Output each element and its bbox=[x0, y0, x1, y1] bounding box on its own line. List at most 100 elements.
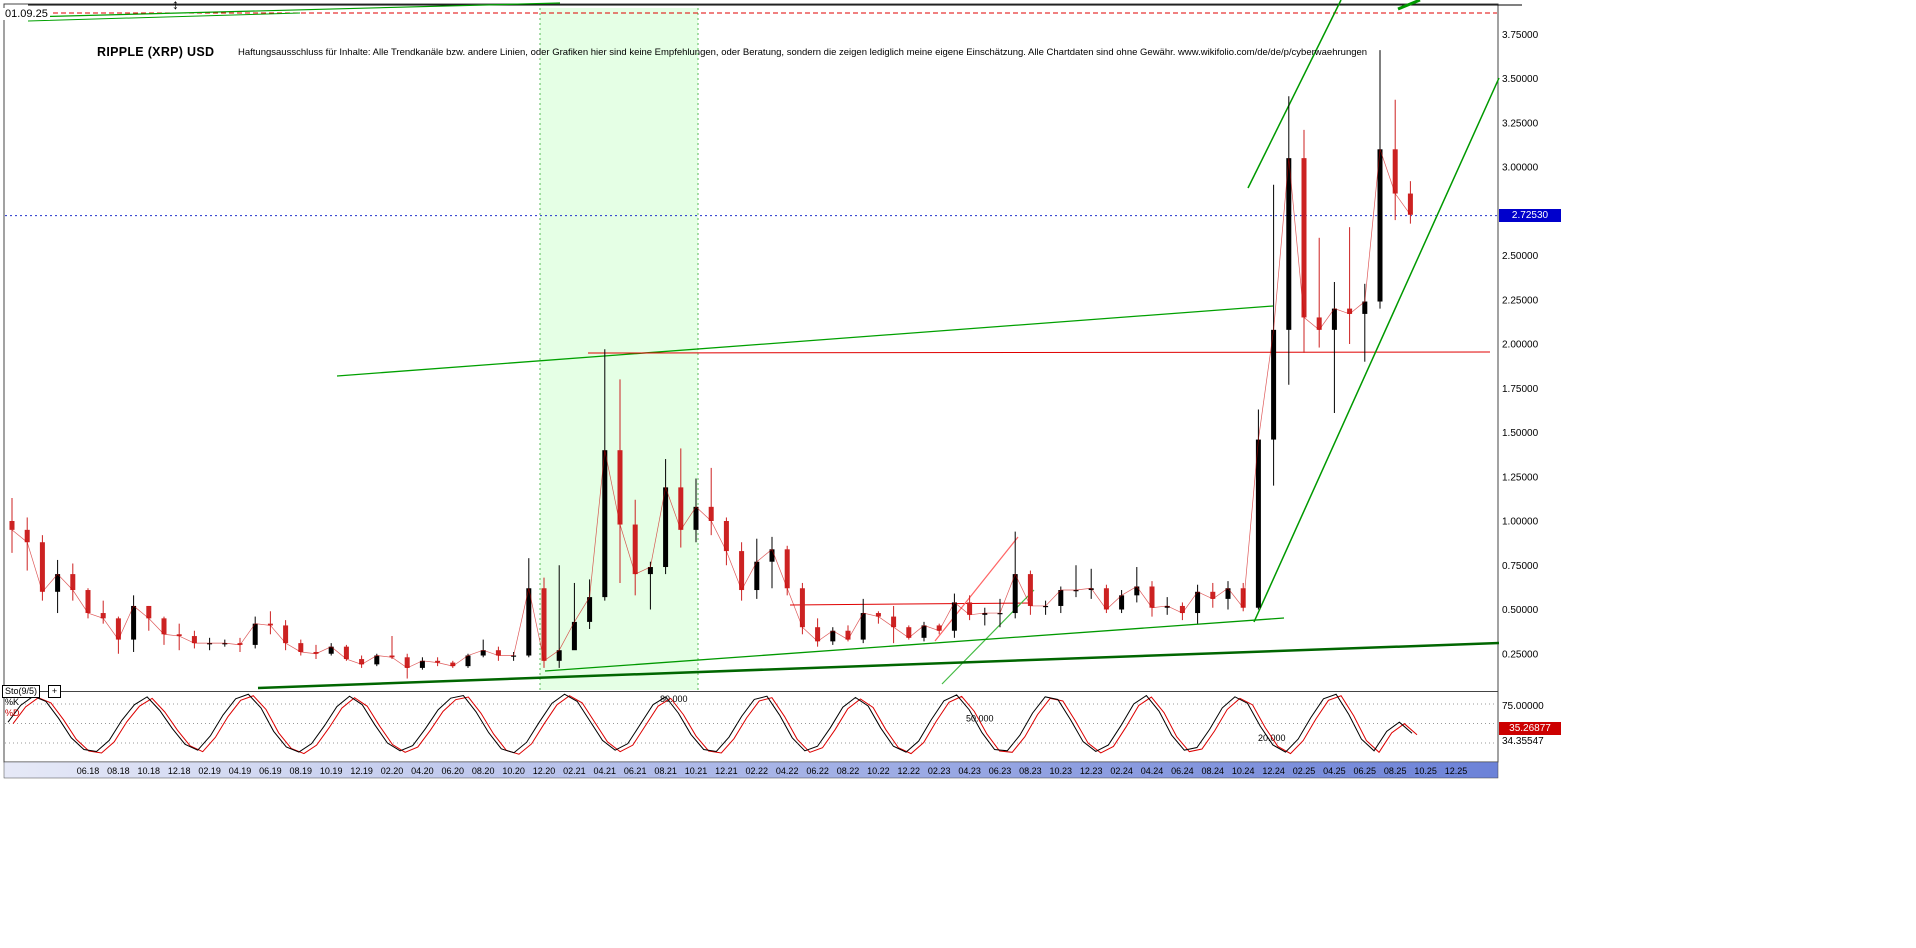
candle-body bbox=[465, 655, 471, 667]
candle-body bbox=[283, 625, 289, 644]
disclaimer-text: Haftungsausschluss für Inhalte: Alle Tre… bbox=[238, 47, 1368, 58]
trendline bbox=[587, 351, 1491, 354]
price-tick-label: 0.75000 bbox=[1502, 561, 1539, 572]
candle-body bbox=[936, 625, 942, 631]
candle-body bbox=[389, 655, 395, 658]
date-tick-label: 04.24 bbox=[1141, 766, 1164, 776]
candle-body bbox=[207, 643, 213, 645]
date-tick-label: 04.19 bbox=[229, 766, 252, 776]
expand-indicator-button[interactable]: + bbox=[48, 685, 61, 698]
candle-body bbox=[100, 613, 106, 619]
candle-body bbox=[1347, 308, 1353, 314]
candle-body bbox=[359, 659, 365, 665]
candle-body bbox=[632, 524, 638, 575]
date-tick-label: 06.22 bbox=[806, 766, 829, 776]
candle-body bbox=[9, 521, 15, 530]
candle-body bbox=[1362, 301, 1368, 314]
date-tick-label: 12.25 bbox=[1445, 766, 1468, 776]
date-tick-label: 04.25 bbox=[1323, 766, 1346, 776]
stochastic-axis-75-label: 75.00000 bbox=[1502, 701, 1544, 712]
candle-body bbox=[1195, 591, 1201, 614]
candle-body bbox=[374, 655, 380, 665]
candle-body bbox=[875, 613, 881, 617]
candle-body bbox=[237, 643, 243, 645]
date-tick-label: 12.24 bbox=[1262, 766, 1285, 776]
candle-body bbox=[1271, 329, 1277, 440]
candle-body bbox=[1331, 308, 1337, 330]
date-tick-label: 10.24 bbox=[1232, 766, 1255, 776]
candle-body bbox=[754, 561, 760, 591]
date-tick-label: 08.25 bbox=[1384, 766, 1407, 776]
candle-body bbox=[85, 590, 91, 614]
candle-body bbox=[587, 597, 593, 622]
candle-body bbox=[906, 627, 912, 638]
close-price-line bbox=[11, 149, 1411, 669]
candle-body bbox=[313, 651, 319, 654]
candle-body bbox=[1301, 158, 1307, 318]
candle-body bbox=[298, 643, 304, 652]
candle-body bbox=[328, 646, 334, 654]
candle-body bbox=[845, 630, 851, 640]
trendline bbox=[1253, 77, 1500, 623]
candle-body bbox=[1103, 588, 1109, 610]
candle-body bbox=[1119, 595, 1125, 610]
cursor-date-label: 01.09.25 bbox=[3, 8, 50, 21]
indicator-name: Sto(9/5) bbox=[5, 686, 38, 696]
date-tick-label: 12.20 bbox=[533, 766, 556, 776]
price-tick-label: 0.50000 bbox=[1502, 605, 1539, 616]
trendline bbox=[934, 536, 1019, 642]
candle-body bbox=[1043, 605, 1049, 608]
trendline bbox=[789, 602, 1033, 606]
candle-body bbox=[1407, 193, 1413, 215]
candle-body bbox=[815, 627, 821, 642]
candle-body bbox=[511, 655, 517, 657]
candle-body bbox=[723, 521, 729, 552]
candle-body bbox=[450, 662, 456, 667]
stochastic-d-line bbox=[12, 695, 1418, 755]
chart-title: RIPPLE (XRP) USD bbox=[97, 45, 215, 59]
candle-body bbox=[1027, 574, 1033, 606]
price-tick-label: 2.50000 bbox=[1502, 251, 1539, 262]
stochastic-k-value-tag: 35.26877 bbox=[1499, 722, 1561, 735]
date-tick-label: 10.19 bbox=[320, 766, 343, 776]
date-tick-label: 12.18 bbox=[168, 766, 191, 776]
candle-body bbox=[526, 588, 532, 656]
highlight-band bbox=[540, 8, 698, 690]
trendline bbox=[257, 641, 1500, 690]
candle-body bbox=[891, 616, 897, 628]
date-tick-label: 06.21 bbox=[624, 766, 647, 776]
trendline bbox=[27, 12, 301, 22]
candle-body bbox=[55, 574, 61, 592]
candle-body bbox=[24, 529, 30, 543]
candle-body bbox=[1255, 439, 1261, 608]
indicator-label[interactable]: Sto(9/5) bbox=[2, 685, 41, 698]
date-tick-label: 04.23 bbox=[958, 766, 981, 776]
candle-body bbox=[678, 487, 684, 530]
candle-body bbox=[480, 650, 486, 656]
date-tick-label: 10.20 bbox=[502, 766, 525, 776]
candle-body bbox=[404, 657, 410, 668]
date-tick-label: 08.21 bbox=[654, 766, 677, 776]
resize-arrow-icon[interactable]: ↕ bbox=[172, 0, 179, 12]
date-tick-label: 02.22 bbox=[746, 766, 769, 776]
candle-body bbox=[602, 450, 608, 598]
candle-body bbox=[784, 549, 790, 589]
date-tick-label: 06.24 bbox=[1171, 766, 1194, 776]
price-tick-label: 1.00000 bbox=[1502, 517, 1539, 528]
candle-body bbox=[1392, 149, 1398, 194]
candle-body bbox=[739, 551, 745, 591]
candle-body bbox=[982, 613, 988, 615]
candle-body bbox=[708, 506, 714, 521]
date-tick-label: 12.21 bbox=[715, 766, 738, 776]
date-tick-label: 04.21 bbox=[594, 766, 617, 776]
trendline bbox=[336, 305, 1274, 377]
candle-body bbox=[693, 506, 699, 530]
date-tick-label: 06.20 bbox=[442, 766, 465, 776]
sto-level-label: 50.000 bbox=[966, 714, 994, 724]
date-tick-label: 08.24 bbox=[1202, 766, 1225, 776]
price-tick-label: 3.00000 bbox=[1502, 163, 1539, 174]
date-tick-label: 12.19 bbox=[350, 766, 373, 776]
price-tick-label: 2.00000 bbox=[1502, 340, 1539, 351]
candle-body bbox=[1286, 158, 1292, 330]
